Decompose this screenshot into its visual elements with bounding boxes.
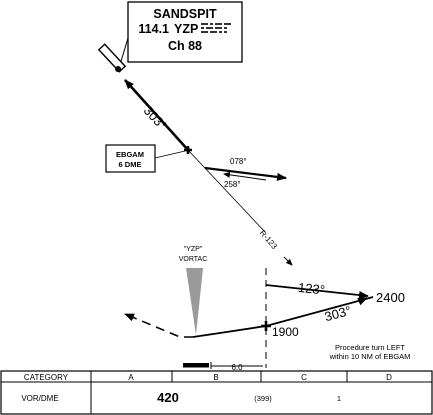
distance-label: 6.0 — [231, 363, 243, 372]
minimums-table: CATEGORY A B C D VOR/DME 420 (399) 1 — [0, 370, 433, 415]
procedure-turn-out-label: 078° — [230, 157, 247, 166]
profile-inbound-arrow — [357, 297, 368, 306]
procedure-turn-inbound — [223, 171, 267, 181]
note-line-2: within 10 NM of EBGAM — [329, 352, 411, 361]
final-approach-path — [192, 296, 374, 338]
profile-inbound-label: 303° — [323, 303, 353, 324]
navaid-name: SANDSPIT — [153, 7, 217, 21]
vortac-ident-label: "YZP" — [184, 246, 203, 253]
fix-label-box: EBGAM 6 DME — [105, 144, 156, 173]
runway-bar — [183, 363, 209, 368]
height-above-threshold: (399) — [254, 394, 272, 403]
minimum-descent-altitude: 420 — [157, 390, 179, 405]
radial-line — [187, 149, 266, 233]
ebgam-fix-icon — [184, 146, 192, 154]
vortac-type-label: VORTAC — [179, 256, 208, 263]
fix-distance: 6 DME — [119, 160, 142, 169]
category-b: B — [213, 373, 218, 382]
visibility: 1 — [337, 394, 341, 403]
category-d: D — [386, 373, 392, 382]
missed-approach-path — [124, 313, 193, 338]
procedure-turn-outbound — [204, 166, 287, 181]
profile-outbound-label: 123° — [297, 280, 325, 298]
radial-arrow — [283, 256, 293, 266]
inbound-course-line — [124, 79, 189, 151]
profile-outbound-line — [265, 284, 369, 300]
navaid-frequency: 114.1 — [138, 22, 169, 36]
navaid-channel: Ch 88 — [168, 39, 202, 53]
category-header: CATEGORY — [24, 373, 69, 382]
navaid-info-box: SANDSPIT 114.1 YZP Ch 88 — [127, 1, 243, 63]
category-c: C — [301, 373, 307, 382]
inbound-course-label: 303° — [141, 103, 170, 133]
minimums-row-label: VOR/DME — [21, 394, 58, 403]
fix-altitude: 1900 — [272, 325, 299, 339]
vortac-beam — [186, 268, 203, 335]
note-line-1: Procedure turn LEFT — [335, 343, 405, 352]
vortac-icon — [97, 43, 127, 73]
procedure-turn-altitude: 2400 — [376, 290, 405, 305]
navaid-ident: YZP — [174, 22, 198, 36]
procedure-turn-in-label: 258° — [224, 180, 241, 189]
category-a: A — [128, 373, 134, 382]
radial-label: R-123 — [258, 228, 279, 251]
morse-code-icon — [201, 23, 231, 33]
profile-fix-icon — [261, 321, 271, 331]
fix-leader-line — [154, 150, 186, 159]
fix-name: EBGAM — [116, 150, 144, 159]
procedure-turn-note: Procedure turn LEFT within 10 NM of EBGA… — [329, 343, 411, 361]
procedure-turn: 078° 258° — [204, 157, 287, 189]
